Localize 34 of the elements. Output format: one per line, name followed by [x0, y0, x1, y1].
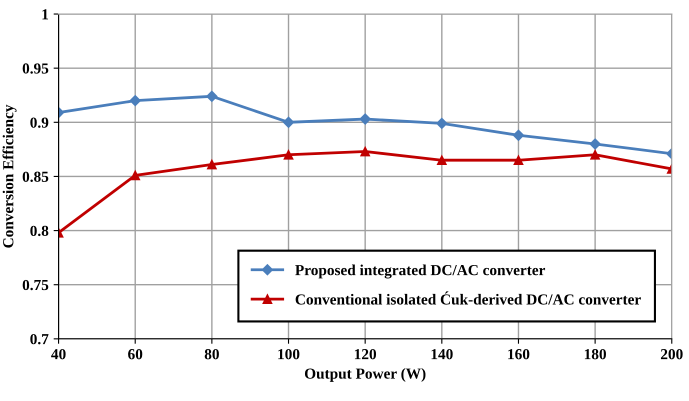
x-tick-label: 100	[278, 349, 300, 360]
point	[206, 90, 218, 102]
point	[282, 116, 294, 128]
point	[436, 118, 448, 129]
x-tick-label: 80	[204, 349, 219, 360]
point	[360, 113, 371, 125]
point	[514, 155, 524, 166]
point	[130, 95, 141, 106]
x-tick-label: 160	[508, 349, 530, 360]
y-tick-label: 0.7	[30, 334, 48, 344]
point	[207, 160, 217, 170]
x-tick-label: 40	[51, 349, 66, 360]
y-tick-label: 0.75	[22, 280, 48, 290]
point	[360, 146, 370, 156]
point	[512, 130, 524, 141]
x-tick-label: 120	[354, 349, 376, 360]
y-tick-label: 0.9	[30, 117, 48, 128]
y-tick-label: 1	[42, 9, 48, 20]
point	[590, 150, 600, 160]
x-tick-label: 200	[660, 349, 683, 360]
y-tick-label: 0.95	[22, 63, 48, 74]
y-axis-title: Conversion Efficiency	[2, 104, 17, 248]
x-tick-label: 140	[432, 349, 453, 360]
point	[130, 170, 140, 180]
x-tick-label: 180	[584, 349, 606, 360]
legend-label: Proposed integrated DC/AC converter	[295, 264, 546, 278]
y-tick-label: 0.85	[22, 172, 48, 182]
y-tick-label: 0.8	[30, 226, 48, 236]
x-axis-title: Output Power (W)	[304, 368, 426, 382]
x-tick-label: 60	[128, 349, 142, 360]
point	[436, 155, 447, 166]
point	[284, 150, 294, 160]
point	[590, 138, 601, 150]
legend-label: Conventional isolated Ćuk-derived DC/AC converter	[296, 291, 641, 305]
